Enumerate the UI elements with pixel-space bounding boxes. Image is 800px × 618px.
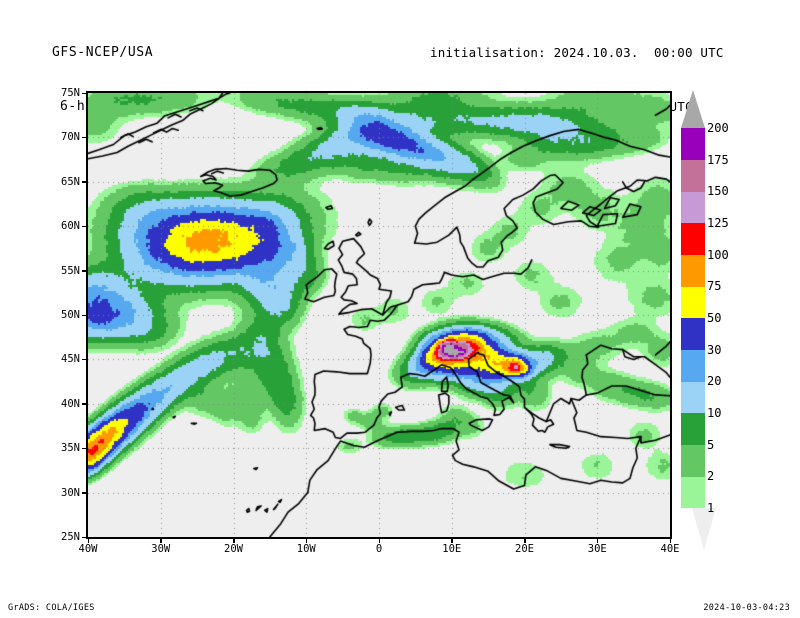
colorbar-label: 150 (707, 184, 729, 199)
colorbar-band (681, 413, 705, 446)
y-axis-label: 35N (61, 442, 80, 455)
y-axis-tick (82, 492, 87, 494)
colorbar-label: 5 (707, 437, 715, 452)
y-axis-tick (82, 136, 87, 139)
colorbar-label: 10 (707, 406, 722, 420)
colorbar-band (681, 128, 705, 161)
y-axis-label: 65N (61, 175, 80, 188)
x-axis-tick (669, 538, 671, 543)
x-axis-tick (160, 538, 162, 543)
colorbar-label: 1 (707, 501, 715, 515)
colorbar-bands (681, 88, 716, 591)
x-axis-label: 10W (296, 543, 316, 555)
y-axis-tick (82, 403, 87, 405)
colorbar-overflow-arrow (681, 90, 705, 128)
y-axis-tick (82, 270, 87, 272)
colorbar-band (681, 476, 705, 509)
y-axis-label: 25N (61, 531, 80, 543)
colorbar-band (681, 191, 705, 224)
colorbar-band (681, 223, 705, 256)
x-axis-tick (596, 538, 599, 543)
x-axis-tick (233, 538, 235, 543)
y-axis-tick (82, 447, 87, 450)
colorbar-label: 200 (707, 121, 729, 135)
y-axis-label: 60N (61, 220, 80, 233)
y-axis-tick (82, 314, 87, 316)
y-axis-label: 40N (61, 397, 80, 410)
model-title: GFS-NCEP/USA (52, 45, 154, 60)
colorbar-band (681, 254, 705, 287)
colorbar-label: 125 (707, 216, 729, 230)
y-axis-tick (82, 225, 87, 228)
precipitation-raster (88, 93, 670, 537)
x-axis-tick (378, 538, 380, 543)
y-axis-tick (82, 358, 87, 361)
y-axis-label: 75N (61, 87, 80, 99)
colorbar-band (681, 318, 705, 351)
colorbar-label: 175 (707, 152, 729, 167)
colorbar-label: 100 (707, 247, 729, 262)
colorbar-band (681, 349, 705, 382)
x-axis-label: 10E (442, 543, 462, 555)
colorbar-band (681, 159, 705, 192)
colorbar-label: 50 (707, 311, 722, 325)
y-axis-tick (82, 181, 87, 183)
precipitation-map[interactable] (86, 91, 672, 539)
colorbar-tick-labels: 200 175 150 125 100 75 50 30 20 10 5 2 1 (681, 88, 741, 540)
x-axis-tick (87, 538, 89, 543)
y-axis-label: 55N (61, 264, 80, 277)
x-axis-tick (451, 538, 453, 543)
initialisation-time: initialisation: 2024.10.03. 00:00 UTC (430, 45, 724, 60)
x-axis-label: 20E (515, 543, 534, 555)
x-axis-tick (305, 538, 308, 543)
x-axis-label: 30E (587, 543, 607, 555)
x-axis-label: 30W (151, 543, 171, 555)
x-axis-tick (524, 538, 526, 543)
colorbar-label: 75 (707, 279, 722, 294)
colorbar-label: 2 (707, 469, 715, 484)
colorbar-band (681, 444, 705, 477)
y-axis-label: 30N (61, 486, 80, 499)
y-axis-label: 50N (61, 309, 80, 321)
x-axis-label: 20W (224, 543, 243, 555)
y-axis-tick (82, 92, 87, 94)
y-axis-label: 70N (61, 131, 80, 144)
y-axis-label: 45N (61, 353, 80, 366)
x-axis-label: 40E (660, 543, 680, 555)
x-axis-label: 0 (375, 543, 383, 555)
footer-generated-timestamp: 2024-10-03-04:23 (703, 603, 790, 613)
colorbar-label: 20 (707, 374, 722, 389)
colorbar-band (681, 286, 705, 319)
precipitation-colorbar: 200 175 150 125 100 75 50 30 20 10 5 2 1 (681, 88, 729, 550)
x-axis-label: 40W (78, 543, 98, 555)
colorbar-band (681, 381, 705, 414)
y-axis-tick (82, 536, 87, 538)
colorbar-label: 30 (707, 342, 722, 357)
colorbar-underflow-tail (692, 508, 716, 550)
footer-source: GrADS: COLA/IGES (8, 603, 95, 613)
